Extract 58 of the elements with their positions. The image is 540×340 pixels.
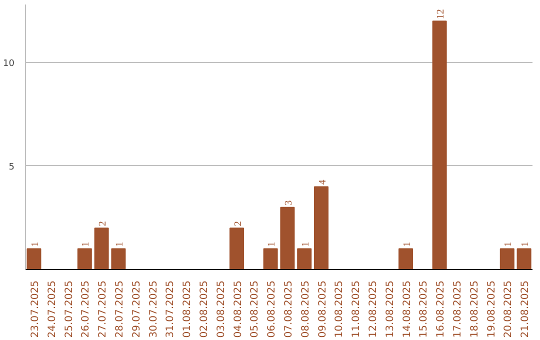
data-label: 2 (232, 221, 244, 226)
data-label: 2 (98, 221, 109, 226)
x-tick-label: 03.08.2025 (216, 280, 227, 338)
x-tick-label: 15.08.2025 (418, 280, 430, 338)
bar (280, 206, 295, 270)
x-tick-label: 20.08.2025 (503, 280, 514, 338)
bar (500, 248, 514, 270)
x-tick-label: 05.08.2025 (250, 280, 261, 338)
y-tick-label: 10 (3, 58, 15, 69)
bar (398, 248, 414, 270)
data-label: 1 (300, 242, 312, 247)
bar (516, 248, 532, 270)
x-tick-label: 17.08.2025 (452, 280, 464, 338)
data-label: 1 (30, 242, 41, 247)
x-tick-label: 30.07.2025 (148, 280, 160, 338)
x-tick-label: 28.07.2025 (114, 280, 126, 338)
x-tick-label: 29.07.2025 (131, 280, 142, 338)
data-label: 1 (80, 242, 92, 247)
data-label: 1 (520, 242, 532, 247)
y-tick-label: 5 (8, 162, 15, 172)
x-tick-label: 02.08.2025 (198, 280, 210, 338)
data-label: 1 (503, 242, 514, 247)
x-tick-label: 09.08.2025 (317, 280, 328, 338)
x-tick-label: 26.07.2025 (80, 280, 92, 338)
x-tick-label: 31.07.2025 (165, 280, 176, 338)
data-label: 1 (402, 242, 413, 247)
bar (94, 228, 109, 270)
x-tick-label: 23.07.2025 (30, 280, 41, 338)
x-tick-label: 04.08.2025 (232, 280, 244, 338)
x-tick-label: 10.08.2025 (334, 280, 346, 338)
data-label: 1 (266, 242, 278, 247)
bar (297, 248, 312, 270)
bar (432, 20, 447, 270)
data-label: 1 (114, 242, 126, 247)
bar (263, 248, 278, 270)
x-tick-label: 12.08.2025 (368, 280, 379, 338)
x-tick-label: 14.08.2025 (402, 280, 413, 338)
bar (314, 186, 329, 270)
data-label: 12 (436, 9, 447, 20)
x-tick-label: 21.08.2025 (520, 280, 532, 338)
x-tick-label: 16.08.2025 (436, 280, 447, 338)
bar (26, 248, 42, 270)
x-tick-label: 06.08.2025 (266, 280, 278, 338)
bar (229, 228, 244, 270)
x-tick-label: 11.08.2025 (351, 280, 362, 338)
x-tick-label: 27.07.2025 (98, 280, 109, 338)
x-tick-label: 24.07.2025 (46, 280, 58, 338)
x-tick-label: 01.08.2025 (182, 280, 194, 338)
bar (77, 248, 92, 270)
x-tick-label: 19.08.2025 (486, 280, 498, 338)
x-tick-label: 13.08.2025 (384, 280, 396, 338)
data-label: 3 (283, 200, 294, 206)
bar (111, 248, 126, 270)
x-tick-label: 25.07.2025 (64, 280, 75, 338)
x-tick-label: 08.08.2025 (300, 280, 312, 338)
x-tick-label: 07.08.2025 (283, 280, 294, 338)
data-label: 4 (317, 180, 328, 185)
x-tick-label: 18.08.2025 (469, 280, 480, 338)
